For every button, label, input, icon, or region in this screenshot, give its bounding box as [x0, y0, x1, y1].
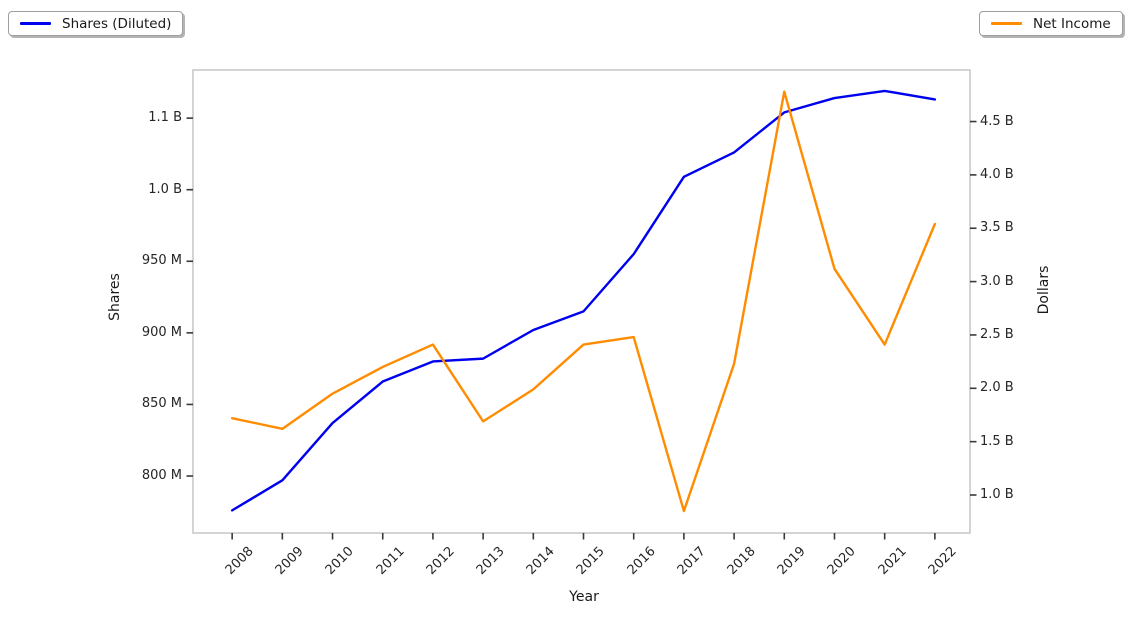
net-income-line-swatch: [991, 22, 1022, 25]
y-right-tick-label: 2.5 B: [980, 326, 1014, 342]
legend-net-income-label: Net Income: [1033, 15, 1111, 32]
y-right-tick-label: 1.0 B: [980, 487, 1014, 502]
y-right-tick-label: 3.5 B: [980, 220, 1014, 236]
y-right-tick-label: 3.0 B: [980, 273, 1014, 289]
legend-shares-label: Shares (Diluted): [62, 15, 172, 32]
x-axis-title: Year: [569, 589, 599, 605]
net-income-line: [230, 90, 937, 513]
y-left-tick-label: 850 M: [141, 396, 182, 412]
plot-border: [192, 69, 971, 534]
legend-net-income: Net Income: [979, 11, 1123, 36]
y-left-tick-label: 950 M: [141, 253, 182, 269]
y-left-tick-label: 1.0 B: [148, 181, 182, 197]
y-right-tick-label: 4.0 B: [980, 166, 1014, 182]
y-right-tick-label: 4.5 B: [980, 113, 1014, 129]
y-left-tick-label: 900 M: [141, 324, 182, 340]
legend-shares: Shares (Diluted): [8, 11, 184, 36]
shares-line: [230, 89, 937, 512]
y-left-tick-label: 800 M: [141, 468, 182, 484]
y-axis-title-left: Shares: [107, 273, 123, 321]
y-right-tick-label: 2.0 B: [980, 380, 1014, 396]
y-right-tick-label: 1.5 B: [980, 433, 1014, 449]
y-left-tick-label: 1.1 B: [148, 110, 182, 126]
y-axis-title-right: Dollars: [1036, 265, 1052, 315]
shares-line-swatch: [20, 22, 51, 25]
